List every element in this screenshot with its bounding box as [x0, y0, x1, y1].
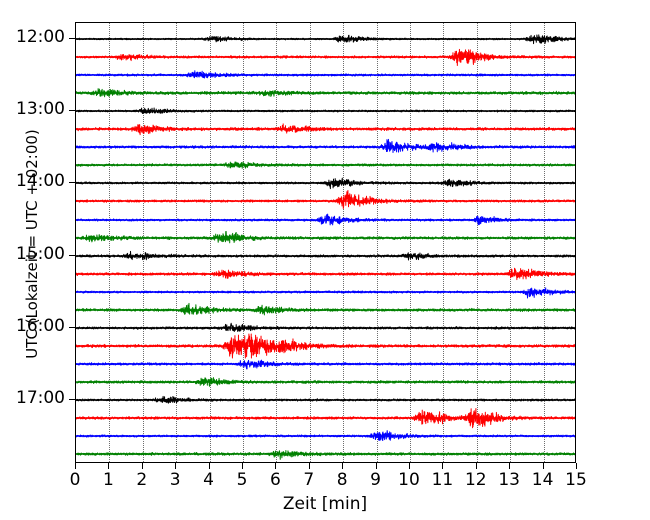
x-axis-tick: [175, 463, 177, 469]
x-axis-tick-label: 4: [203, 470, 215, 490]
x-axis-label: Zeit [min]: [282, 494, 368, 514]
x-axis-tick: [242, 463, 243, 469]
y-axis-tick: [69, 38, 75, 39]
y-axis-tick: [69, 254, 75, 256]
x-axis-tick: [308, 463, 310, 469]
x-axis-tick: [342, 463, 344, 469]
y-axis-tick-label: 12:00: [16, 27, 65, 47]
seismogram-trace: [76, 441, 575, 462]
x-axis-tick-label: 3: [169, 470, 181, 490]
x-axis-tick-label: 14: [531, 470, 554, 490]
y-axis-tick: [69, 110, 75, 112]
x-axis-tick-label: 1: [102, 470, 114, 490]
x-axis-tick-label: 8: [336, 470, 348, 490]
x-axis-tick-label: 6: [269, 470, 281, 490]
x-axis-tick-label: 2: [136, 470, 148, 490]
y-axis-tick-label: 16:00: [16, 315, 65, 336]
x-axis-tick: [576, 463, 577, 469]
x-axis-tick: [75, 463, 76, 469]
x-axis-tick-label: 0: [69, 470, 81, 490]
x-axis-tick: [509, 463, 511, 469]
x-axis-tick: [208, 463, 210, 469]
x-axis-tick: [275, 463, 277, 469]
x-axis-tick-label: 11: [431, 470, 454, 490]
y-axis-tick: [69, 326, 75, 328]
x-axis-tick: [542, 463, 544, 469]
x-axis-tick-label: 13: [498, 470, 521, 490]
y-axis-tick-label: 17:00: [16, 388, 65, 408]
x-axis-tick-label: 5: [236, 470, 248, 490]
y-axis-tick-label: 13:00: [16, 99, 65, 120]
x-axis-tick-label: 10: [398, 470, 420, 490]
plot-area: [75, 22, 576, 463]
x-axis-tick: [141, 463, 143, 469]
y-axis-tick: [69, 182, 75, 184]
x-axis-tick: [409, 463, 410, 469]
y-axis-tick-label: 14:00: [16, 171, 65, 192]
x-axis-tick-label: 12: [464, 470, 487, 490]
x-axis-tick: [442, 463, 444, 469]
trace-layer: [76, 23, 575, 462]
y-axis-tick-label: 15:00: [16, 243, 65, 264]
x-axis-tick: [108, 463, 110, 469]
x-axis-tick: [475, 463, 477, 469]
x-axis-tick-label: 7: [303, 470, 315, 490]
y-axis-tick: [69, 399, 75, 400]
x-axis-tick: [375, 463, 377, 469]
x-axis-tick-label: 9: [370, 470, 382, 490]
x-axis-tick-label: 15: [565, 470, 587, 490]
